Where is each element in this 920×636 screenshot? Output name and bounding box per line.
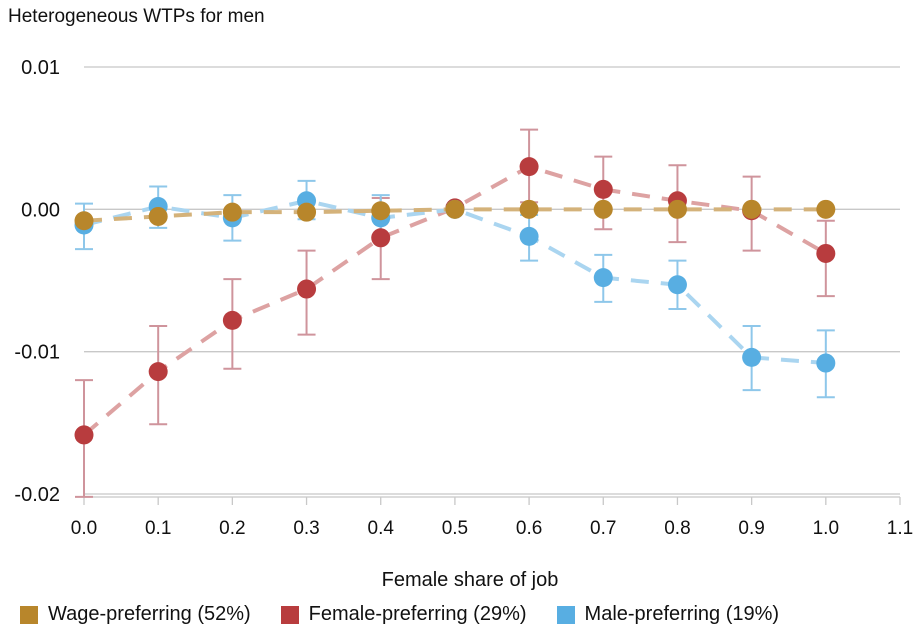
y-tick-label: -0.02	[14, 484, 60, 506]
data-point	[148, 206, 168, 226]
x-tick-label: 0.3	[293, 518, 319, 539]
data-point	[371, 228, 391, 248]
chart-title: Heterogeneous WTPs for men	[8, 6, 265, 27]
legend-item: Female-preferring (29%)	[280, 603, 527, 626]
series-line	[83, 198, 826, 366]
data-point	[297, 279, 317, 299]
data-point	[371, 201, 391, 221]
x-tick-label: 0.0	[71, 518, 97, 539]
data-point	[519, 226, 539, 246]
legend-label: Male-preferring (19%)	[584, 603, 780, 625]
data-point	[148, 362, 168, 382]
legend-item: Male-preferring (19%)	[556, 603, 780, 626]
x-tick-label: 0.8	[664, 518, 690, 539]
data-point	[593, 179, 613, 199]
data-point	[742, 347, 762, 367]
data-point	[593, 268, 613, 288]
x-tick-label: 0.2	[219, 518, 245, 539]
data-point	[667, 275, 687, 295]
data-point	[445, 199, 465, 219]
x-tick-label: 1.0	[813, 518, 839, 539]
data-point	[667, 199, 687, 219]
legend-label: Female-preferring (29%)	[308, 603, 527, 625]
legend-item: Wage-preferring (52%)	[20, 603, 251, 626]
x-tick-label: 0.6	[516, 518, 542, 539]
data-point	[816, 243, 836, 263]
y-tick-label: -0.01	[14, 342, 60, 364]
legend-swatch	[556, 605, 575, 624]
data-point	[593, 199, 613, 219]
y-tick-label: 0.01	[21, 57, 60, 79]
x-tick-label: 0.4	[368, 518, 395, 539]
data-point	[519, 199, 539, 219]
legend-swatch	[20, 605, 38, 624]
x-tick-label: 0.9	[738, 518, 764, 539]
data-point	[519, 157, 539, 177]
data-point	[816, 353, 836, 373]
x-tick-label: 1.1	[887, 518, 913, 539]
legend: Wage-preferring (52%) Female-preferring (…	[20, 603, 779, 626]
data-point	[74, 425, 94, 445]
x-tick-label: 0.7	[590, 518, 616, 539]
legend-label: Wage-preferring (52%)	[48, 603, 251, 625]
data-point	[74, 211, 94, 231]
data-point	[742, 199, 762, 219]
data-point	[297, 202, 317, 222]
x-tick-label: 0.5	[442, 518, 468, 539]
series-line	[82, 164, 827, 437]
y-tick-label: 0.00	[21, 199, 60, 221]
data-point	[222, 202, 242, 222]
legend-swatch	[280, 605, 299, 624]
data-point	[816, 199, 836, 219]
x-axis-label: Female share of job	[381, 569, 559, 591]
x-tick-label: 0.1	[145, 518, 171, 539]
data-point	[222, 310, 242, 330]
